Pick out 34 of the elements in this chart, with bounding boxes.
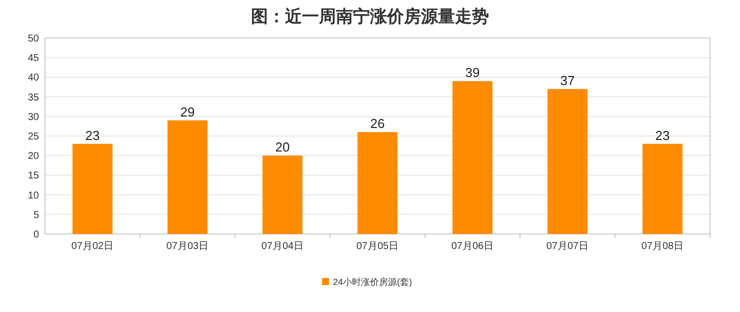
- x-tick-label: 07月05日: [356, 241, 399, 252]
- bar: [548, 88, 588, 234]
- x-tick-label: 07月03日: [166, 241, 209, 252]
- data-label: 39: [465, 65, 480, 80]
- y-tick-label: 10: [28, 190, 40, 202]
- bar: [452, 81, 492, 234]
- bar: [262, 156, 302, 234]
- data-label: 37: [560, 72, 575, 88]
- bar: [642, 144, 682, 234]
- chart-title: 图：近一周南宁涨价房源量走势: [251, 7, 489, 26]
- data-label: 23: [85, 128, 100, 143]
- y-tick-label: 30: [28, 112, 40, 123]
- data-label: 20: [275, 140, 290, 155]
- bar: [168, 120, 208, 234]
- bar: [72, 144, 112, 234]
- data-label: 29: [180, 104, 195, 120]
- y-tick-label: 5: [33, 210, 40, 221]
- y-tick-label: 45: [28, 53, 40, 64]
- legend-label: 24小时涨价房源(套): [333, 277, 412, 287]
- bar: [358, 132, 398, 234]
- x-tick-label: 07月02日: [71, 241, 114, 252]
- y-tick-label: 25: [28, 132, 40, 142]
- y-tick-label: 0: [33, 230, 40, 240]
- x-tick-label: 07月04日: [261, 241, 304, 252]
- x-tick-label: 07月07日: [546, 241, 589, 252]
- x-tick-label: 07月06日: [451, 241, 494, 252]
- y-tick-label: 35: [28, 92, 40, 104]
- y-tick-label: 20: [28, 151, 40, 162]
- x-tick-label: 07月08日: [641, 241, 684, 252]
- data-label: 26: [370, 116, 385, 132]
- y-tick-label: 15: [28, 170, 40, 182]
- data-label: 23: [655, 128, 670, 143]
- y-tick-label: 50: [28, 34, 40, 44]
- y-tick-label: 40: [28, 72, 40, 84]
